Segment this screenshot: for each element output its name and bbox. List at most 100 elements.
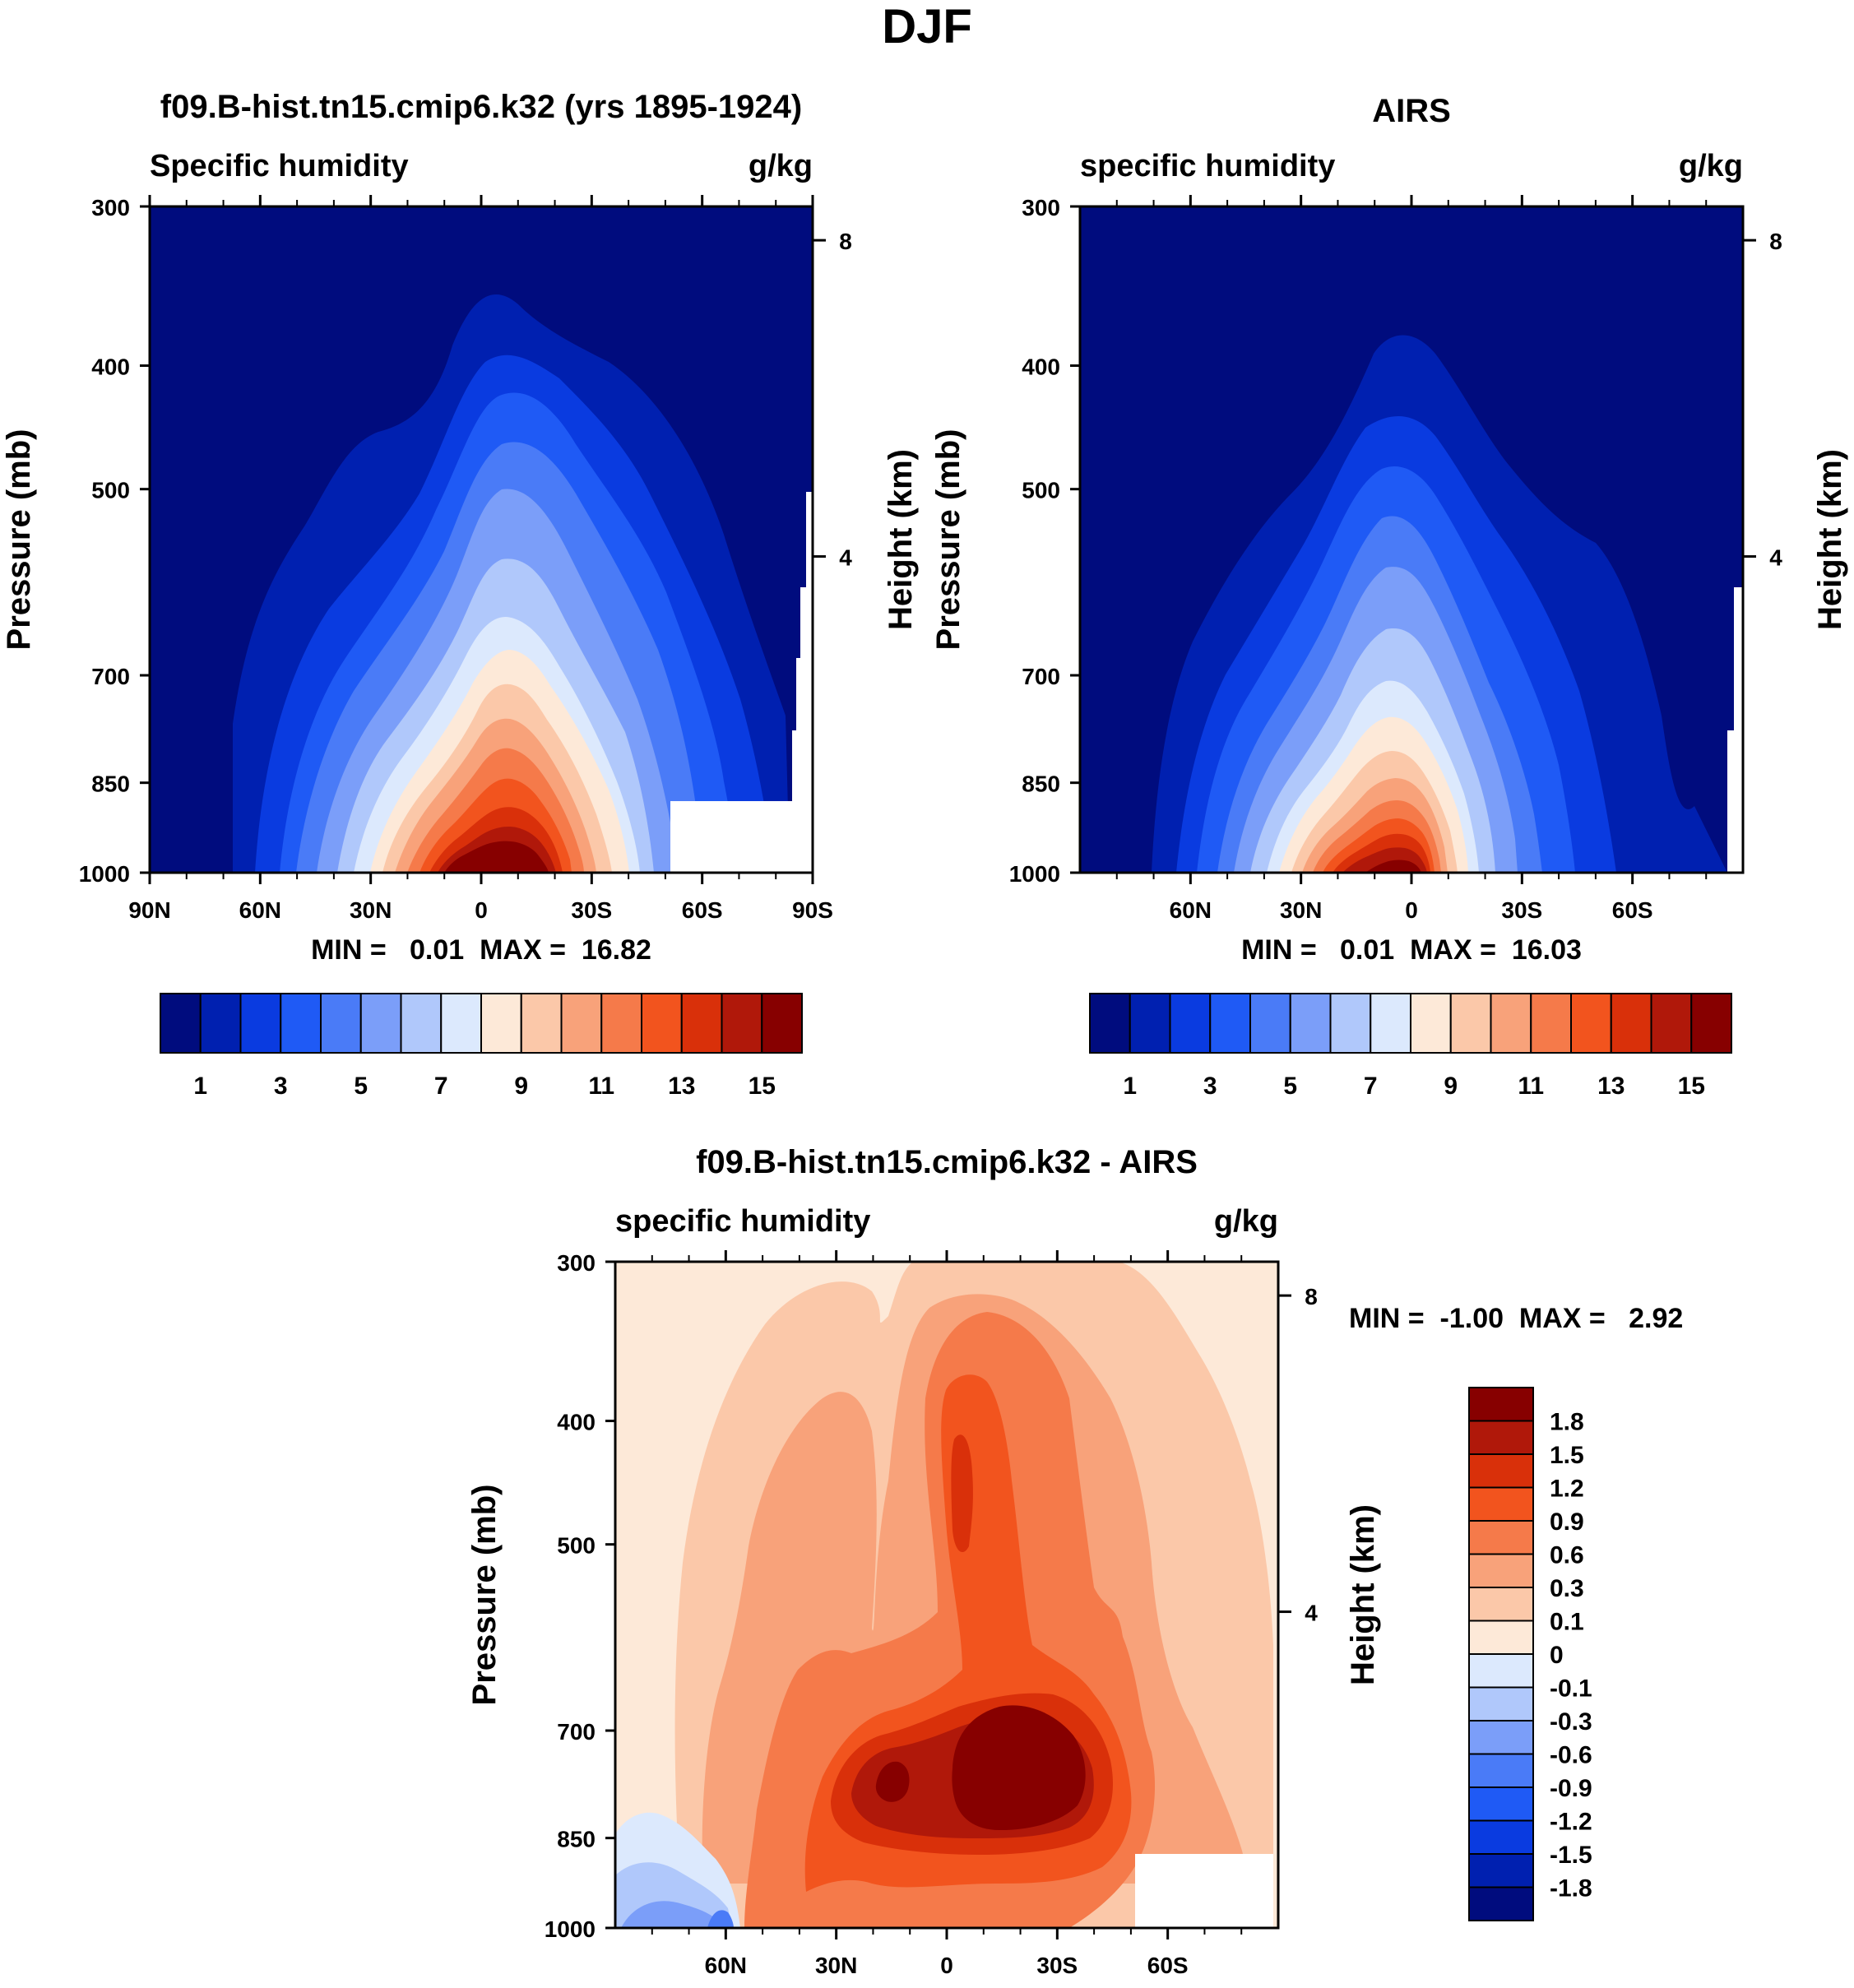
obs-colorbar-box (1570, 993, 1612, 1054)
model-colorbar-box (199, 993, 242, 1054)
model-colorbar-box (520, 993, 563, 1054)
obs-y-tick-label: 400 (1022, 355, 1060, 380)
model-colorbar-box (160, 993, 202, 1054)
obs-colorbar-box (1410, 993, 1452, 1054)
model-x-tick-label: 0 (475, 897, 488, 923)
model-y-tick-label: 500 (91, 478, 130, 503)
model-colorbar-box (600, 993, 642, 1054)
obs-colorbar-label: 11 (1518, 1073, 1544, 1100)
obs-title: AIRS (1372, 93, 1451, 129)
model-colorbar-box (721, 993, 763, 1054)
diff-colorbar-box (1468, 1753, 1534, 1788)
diff-y-tick-label: 300 (557, 1250, 596, 1276)
model-title: f09.B-hist.tn15.cmip6.k32 (yrs 1895-1924… (160, 89, 802, 125)
diff-x-tick-label: 30N (815, 1953, 857, 1978)
obs-height-tick-label: 8 (1769, 229, 1782, 254)
obs-y-axis-label: Pressure (mb) (930, 429, 966, 651)
model-colorbar-box (280, 993, 322, 1054)
model-colorbar-label: 5 (354, 1073, 368, 1100)
model-missing-region (670, 492, 813, 873)
diff-colorbar-box (1468, 1720, 1534, 1755)
obs-level-15 (1365, 860, 1421, 873)
model-x-tick-label: 60S (682, 897, 723, 923)
diff-colorbar-label: 1.2 (1550, 1476, 1584, 1503)
panel-model: f09.B-hist.tn15.cmip6.k32 (yrs 1895-1924… (1, 89, 919, 1100)
model-x-tick-label: 30S (571, 897, 612, 923)
model-colorbar-label: 13 (668, 1073, 695, 1100)
obs-y-tick-label: 850 (1022, 772, 1060, 797)
diff-variable-label: specific humidity (615, 1204, 870, 1239)
diff-colorbar-box (1468, 1387, 1534, 1422)
diff-right-axis-label: Height (km) (1345, 1504, 1381, 1685)
diff-colorbar-label: -1.5 (1550, 1842, 1592, 1869)
diff-colorbar-label: -0.1 (1550, 1675, 1592, 1703)
obs-y-tick-label: 1000 (1009, 861, 1060, 887)
diff-min-max: MIN = -1.00 MAX = 2.92 (1349, 1303, 1683, 1334)
diff-level--0.3 (621, 1901, 724, 1928)
obs-variable-label: specific humidity (1080, 149, 1335, 183)
diff-colorbar-box (1468, 1886, 1534, 1921)
model-y-tick-label: 850 (91, 772, 130, 797)
diff-colorbar-box (1468, 1686, 1534, 1722)
diff-y-tick-label: 1000 (545, 1916, 596, 1942)
diff-colorbar-box (1468, 1819, 1534, 1855)
model-y-tick-label: 300 (91, 195, 130, 220)
diff-colorbar-label: -1.2 (1550, 1809, 1592, 1836)
model-y-tick-label: 1000 (79, 861, 130, 887)
diff-height-tick-label: 4 (1305, 1601, 1318, 1626)
obs-colorbar-box (1129, 993, 1171, 1054)
obs-missing-region (1727, 587, 1743, 873)
obs-colorbar-label: 1 (1123, 1073, 1137, 1100)
model-units-label: g/kg (749, 149, 813, 183)
obs-x-tick-label: 60N (1170, 897, 1212, 923)
obs-units-label: g/kg (1679, 149, 1743, 183)
model-colorbar-box (239, 993, 282, 1054)
diff-colorbar-box (1468, 1653, 1534, 1689)
model-x-tick-label: 60N (239, 897, 281, 923)
obs-colorbar-box (1610, 993, 1652, 1054)
diff-colorbar-label: 0.9 (1550, 1508, 1584, 1536)
obs-colorbar-box (1490, 993, 1532, 1054)
model-colorbar-box (680, 993, 723, 1054)
page-title: DJF (882, 0, 972, 53)
diff-level-1.8-west (875, 1761, 910, 1802)
obs-colorbar-label: 5 (1283, 1073, 1297, 1100)
obs-colorbar-box (1209, 993, 1251, 1054)
model-x-tick-label: 90N (128, 897, 170, 923)
obs-height-tick-label: 4 (1769, 545, 1782, 571)
model-colorbar-box (400, 993, 443, 1054)
diff-level--0.6 (707, 1910, 734, 1928)
model-y-tick-label: 700 (91, 664, 130, 689)
obs-x-tick-label: 30S (1501, 897, 1542, 923)
obs-colorbar-box (1690, 993, 1732, 1054)
obs-right-axis-label: Height (km) (1812, 449, 1848, 630)
obs-x-tick-label: 30N (1280, 897, 1322, 923)
model-colorbar-box (641, 993, 683, 1054)
diff-missing-region (1135, 1854, 1273, 1928)
obs-y-tick-label: 700 (1022, 664, 1060, 689)
diff-colorbar-label: 0.6 (1550, 1542, 1584, 1569)
obs-contour-field (1080, 206, 1743, 873)
diff-colorbar-box (1468, 1853, 1534, 1888)
diff-level-1.2-upper (951, 1434, 973, 1553)
obs-colorbar-box (1289, 993, 1332, 1054)
diff-colorbar-box (1468, 1553, 1534, 1588)
diff-colorbar-box (1468, 1453, 1534, 1489)
diff-colorbar-box (1468, 1786, 1534, 1822)
model-level-15 (444, 841, 549, 873)
model-height-tick-label: 8 (839, 229, 852, 254)
obs-colorbar-box (1089, 993, 1131, 1054)
diff-colorbar-label: -0.3 (1550, 1708, 1592, 1735)
obs-colorbar-box (1530, 993, 1572, 1054)
model-colorbar-box (320, 993, 362, 1054)
obs-colorbar-box (1169, 993, 1212, 1054)
obs-colorbar-label: 13 (1597, 1073, 1625, 1100)
diff-title: f09.B-hist.tn15.cmip6.k32 - AIRS (696, 1144, 1198, 1180)
model-colorbar-box (440, 993, 482, 1054)
diff-colorbar-label: 0 (1550, 1642, 1564, 1669)
diff-colorbar-box (1468, 1420, 1534, 1455)
diff-x-tick-label: 60N (705, 1953, 747, 1978)
diff-x-tick-label: 0 (940, 1953, 953, 1978)
diff-y-tick-label: 850 (557, 1827, 596, 1852)
